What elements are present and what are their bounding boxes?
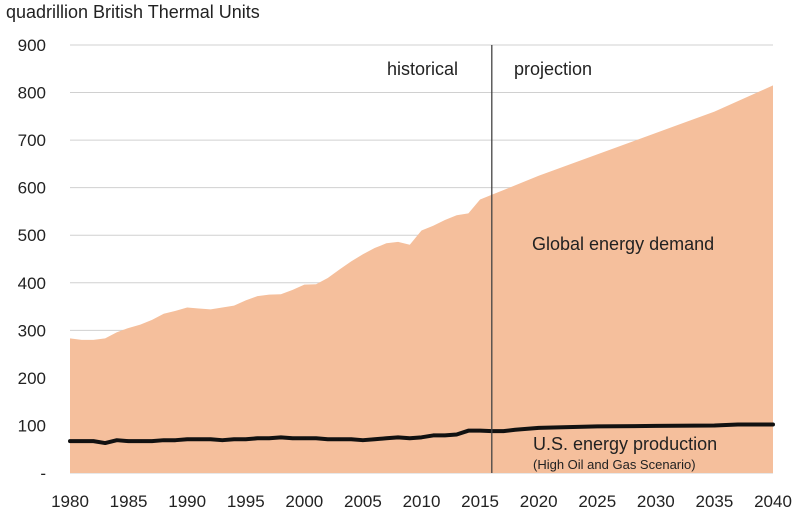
us-production-point-2009 bbox=[408, 436, 412, 440]
us-production-point-1980 bbox=[68, 439, 72, 443]
us-production-point-2035 bbox=[712, 423, 716, 427]
us-production-point-1997 bbox=[267, 436, 271, 440]
x-tick-label-2015: 2015 bbox=[461, 492, 499, 511]
us-production-point-1993 bbox=[220, 438, 224, 442]
x-tick-label-2040: 2040 bbox=[754, 492, 792, 511]
us-production-point-1983 bbox=[103, 441, 107, 445]
x-tick-label-1985: 1985 bbox=[110, 492, 148, 511]
us-production-point-1996 bbox=[255, 436, 259, 440]
x-tick-label-2030: 2030 bbox=[637, 492, 675, 511]
us-production-sublabel: (High Oil and Gas Scenario) bbox=[533, 457, 696, 472]
us-production-point-2012 bbox=[443, 433, 447, 437]
us-production-point-1992 bbox=[209, 437, 213, 441]
y-axis-unit-label: quadrillion British Thermal Units bbox=[6, 2, 260, 22]
x-tick-label-1990: 1990 bbox=[168, 492, 206, 511]
us-production-point-1998 bbox=[279, 435, 283, 439]
line-layer bbox=[68, 422, 775, 446]
x-tick-label-1980: 1980 bbox=[51, 492, 89, 511]
us-production-point-2040 bbox=[771, 422, 775, 426]
us-production-point-1990 bbox=[185, 437, 189, 441]
us-production-point-1985 bbox=[127, 439, 131, 443]
us-production-point-2000 bbox=[302, 436, 306, 440]
us-production-point-2017 bbox=[502, 429, 506, 433]
y-tick-label-300: 300 bbox=[18, 321, 46, 340]
us-production-point-1988 bbox=[162, 438, 166, 442]
us-production-point-2013 bbox=[455, 432, 459, 436]
axis-layer: 900 800 700 600 500 400 300 200 100 -1980 1985 1990… bbox=[18, 36, 792, 511]
us-production-point-1995 bbox=[244, 437, 248, 441]
x-tick-label-2035: 2035 bbox=[696, 492, 734, 511]
x-tick-label-2010: 2010 bbox=[403, 492, 441, 511]
us-production-point-2006 bbox=[373, 437, 377, 441]
us-production-point-2025 bbox=[595, 424, 599, 428]
x-tick-label-2025: 2025 bbox=[578, 492, 616, 511]
us-production-point-2020 bbox=[537, 426, 541, 430]
x-tick-label-2005: 2005 bbox=[344, 492, 382, 511]
us-production-point-2004 bbox=[349, 437, 353, 441]
x-tick-label-1995: 1995 bbox=[227, 492, 265, 511]
us-production-point-2007 bbox=[384, 436, 388, 440]
us-production-point-2018 bbox=[513, 428, 517, 432]
y-tick-label-500: 500 bbox=[18, 226, 46, 245]
x-tick-label-2000: 2000 bbox=[285, 492, 323, 511]
us-production-point-2002 bbox=[326, 437, 330, 441]
us-production-point-1989 bbox=[173, 438, 177, 442]
y-tick-label-900: 900 bbox=[18, 36, 46, 55]
us-production-point-2015 bbox=[478, 429, 482, 433]
y-tick-label-700: 700 bbox=[18, 131, 46, 150]
global-demand-label: Global energy demand bbox=[532, 234, 714, 254]
us-production-point-1984 bbox=[115, 438, 119, 442]
us-production-point-1981 bbox=[80, 439, 84, 443]
x-tick-label-2020: 2020 bbox=[520, 492, 558, 511]
us-production-point-1986 bbox=[138, 439, 142, 443]
y-tick-label-200: 200 bbox=[18, 369, 46, 388]
us-production-point-1991 bbox=[197, 437, 201, 441]
us-production-point-1987 bbox=[150, 439, 154, 443]
historical-label: historical bbox=[387, 59, 458, 79]
y-tick-label-400: 400 bbox=[18, 274, 46, 293]
global-demand-area bbox=[70, 85, 773, 474]
us-production-point-2008 bbox=[396, 435, 400, 439]
us-production-point-2003 bbox=[337, 437, 341, 441]
area-layer bbox=[70, 85, 773, 474]
us-production-point-2014 bbox=[466, 429, 470, 433]
annotation-layer: historical projection Global energy demand… bbox=[387, 45, 717, 473]
us-production-point-2001 bbox=[314, 436, 318, 440]
us-production-point-2030 bbox=[654, 424, 658, 428]
projection-label: projection bbox=[514, 59, 592, 79]
y-tick-label-100: 100 bbox=[18, 416, 46, 435]
us-production-point-2010 bbox=[420, 435, 423, 439]
us-production-point-2011 bbox=[431, 433, 435, 437]
us-production-point-1982 bbox=[91, 439, 95, 443]
us-production-point-2037 bbox=[736, 422, 740, 426]
us-production-point-1999 bbox=[291, 436, 295, 440]
y-tick-label-0: - bbox=[40, 464, 46, 483]
us-production-label: U.S. energy production bbox=[533, 434, 717, 454]
us-production-point-1994 bbox=[232, 437, 236, 441]
us-production-point-2005 bbox=[361, 438, 365, 442]
y-tick-label-600: 600 bbox=[18, 179, 46, 198]
y-tick-label-800: 800 bbox=[18, 84, 46, 103]
